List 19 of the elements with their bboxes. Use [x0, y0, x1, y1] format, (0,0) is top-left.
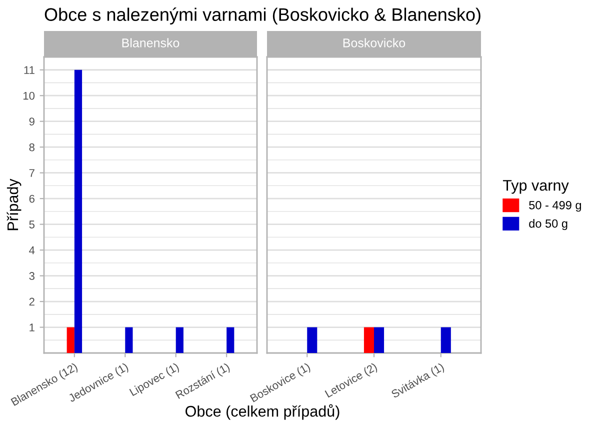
- legend-title: Typ varny: [502, 180, 569, 194]
- y-tick-label: 4: [29, 246, 35, 254]
- y-tick-label: 5: [29, 220, 35, 228]
- y-tick-label: 9: [29, 118, 34, 126]
- y-tick-label: 11: [24, 66, 34, 74]
- y-tick-label: 2: [29, 298, 34, 306]
- y-tick-label: 10: [23, 92, 35, 100]
- legend-label: 50 - 499 g: [529, 200, 581, 212]
- y-tick-label: 3: [29, 272, 34, 280]
- y-tick-label: 1: [30, 324, 34, 332]
- legend-label: do 50 g: [529, 219, 568, 230]
- y-tick-label: 6: [29, 194, 34, 203]
- chart-title: Obce s nalezenými varnami (Boskovicko & Blanensko): [44, 7, 480, 25]
- x-axis-title: Obce (celkem případů): [186, 404, 340, 420]
- chart-subtitle: Boskovicko: [343, 38, 406, 48]
- y-tick-label: 8: [29, 143, 34, 152]
- y-tick-label: 7: [29, 169, 34, 177]
- chart-subtitle: Blanensko: [122, 38, 180, 48]
- y-axis-title: Případy: [6, 178, 22, 230]
